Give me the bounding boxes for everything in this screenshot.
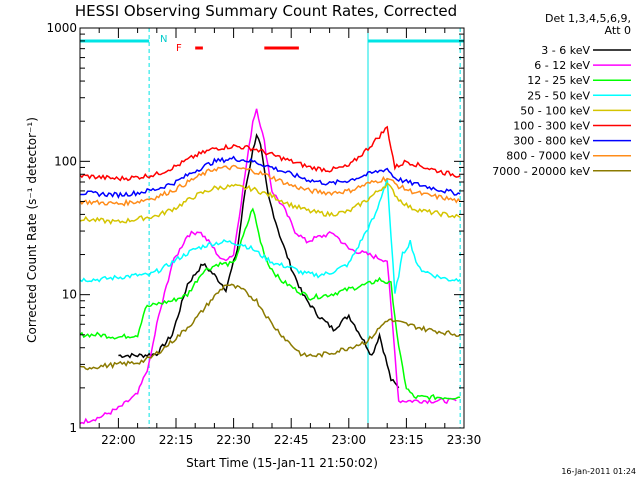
legend: 3 - 6 keV 6 - 12 keV 12 - 25 keV 25 - 50 ke…	[492, 44, 631, 178]
legend-label: 3 - 6 keV	[541, 44, 590, 57]
legend-header-line: Det 1,3,4,5,6,9,	[545, 12, 631, 25]
legend-label: 100 - 300 keV	[513, 120, 590, 133]
plot-frame	[79, 27, 465, 429]
legend-header-line: Att 0	[605, 24, 631, 37]
series-line	[79, 125, 461, 182]
x-tick-label: 23:00	[332, 433, 367, 447]
legend-label: 25 - 50 keV	[527, 89, 590, 102]
y-tick-label: 1000	[46, 21, 77, 35]
x-axis-label: Start Time (15-Jan-11 21:50:02)	[186, 456, 378, 470]
series-line	[79, 207, 461, 401]
y-tick-label: 100	[54, 154, 77, 168]
legend-label: 12 - 25 keV	[527, 74, 590, 87]
series-line	[79, 283, 461, 371]
legend-label: 6 - 12 keV	[534, 59, 590, 72]
x-tick-label: 22:30	[216, 433, 251, 447]
series-line	[79, 164, 461, 207]
legend-label: 7000 - 20000 keV	[492, 165, 590, 178]
x-tick-label: 23:15	[389, 433, 424, 447]
chart-title: HESSI Observing Summary Count Rates, Cor…	[75, 2, 457, 20]
legend-label: 300 - 800 keV	[513, 135, 590, 148]
legend-header: Det 1,3,4,5,6,9,Att 0	[545, 12, 631, 37]
x-tick-label: 23:30	[447, 433, 482, 447]
y-tick-label: 10	[62, 288, 77, 302]
x-tick-label: 22:45	[274, 433, 309, 447]
x-tick-label: 22:15	[159, 433, 194, 447]
x-tick-label: 22:00	[101, 433, 136, 447]
flare-label: F	[176, 43, 182, 54]
series-line	[79, 182, 461, 226]
legend-label: 50 - 100 keV	[520, 104, 590, 117]
plot-area: NF 1 10 100 1000 22:00 22:15 22:30 22:45 23:00 23:…	[46, 21, 481, 447]
series-line	[80, 155, 461, 199]
footer-date: 16-Jan-2011 01:24	[561, 467, 636, 476]
night-label: N	[160, 34, 167, 45]
y-axis-label: Corrected Count Rate (s⁻¹ detector⁻¹)	[25, 117, 39, 343]
y-axis-label-group: Corrected Count Rate (s⁻¹ detector⁻¹)	[25, 117, 39, 343]
series-line	[118, 133, 400, 389]
legend-label: 800 - 7000 keV	[506, 150, 590, 163]
series-line	[79, 177, 461, 294]
y-tick-label: 1	[69, 421, 77, 435]
